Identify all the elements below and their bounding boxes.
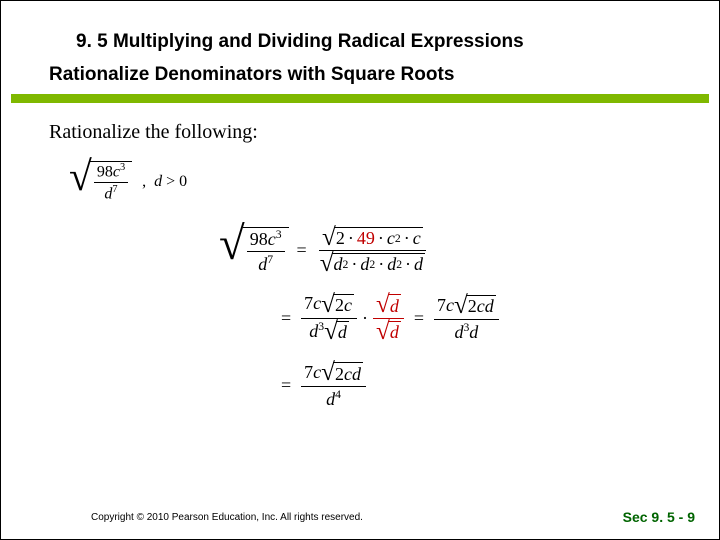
- problem-expression: √ 98c3 d7 , d > 0: [69, 161, 187, 204]
- worked-solution: √ 98c3 d7 = √2·49·c2·c √d2·d2·d2·d: [219, 226, 501, 428]
- step-1: √ 98c3 d7 = √2·49·c2·c √d2·d2·d2·d: [219, 226, 501, 275]
- step-2: = 7c√2c d3√d · √d √d = 7c√2cd d3d: [219, 293, 501, 343]
- rationalizing-factor: √d √d: [373, 294, 404, 343]
- page-number: Sec 9. 5 - 9: [623, 509, 695, 525]
- step-3: = 7c√2cd d4: [219, 362, 501, 410]
- chapter-title: 9. 5 Multiplying and Dividing Radical Ex…: [76, 31, 689, 53]
- section-title: Rationalize Denominators with Square Roo…: [49, 64, 454, 86]
- divider-bar: [11, 94, 709, 103]
- copyright-text: Copyright © 2010 Pearson Education, Inc.…: [91, 512, 363, 523]
- prompt-text: Rationalize the following:: [49, 121, 258, 144]
- slide: 9. 5 Multiplying and Dividing Radical Ex…: [0, 0, 720, 540]
